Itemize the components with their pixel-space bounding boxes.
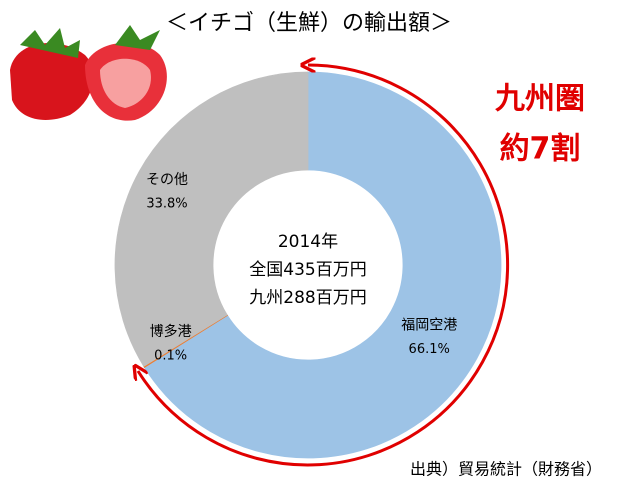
annotation: 約7割 <box>500 132 581 167</box>
slice-label: 福岡空港 <box>401 318 457 334</box>
center-text: 全国435百万円 <box>249 260 366 280</box>
slice-label: 博多港 <box>150 323 192 340</box>
chart-title: ＜イチゴ（生鮮）の輸出額＞ <box>166 11 452 36</box>
center-text: 九州288百万円 <box>249 288 366 308</box>
annotation: 九州圏 <box>495 82 585 117</box>
slice-value-label: 66.1% <box>409 342 450 357</box>
strawberry-illustration <box>10 25 167 121</box>
donut-slice <box>114 71 309 367</box>
center-text: 2014年 <box>278 232 338 252</box>
span-arrow <box>138 65 510 467</box>
source-note: 出典）貿易統計（財務省） <box>410 460 602 479</box>
slice-value-label: 0.1% <box>154 349 187 364</box>
slice-value-label: 33.8% <box>146 196 187 211</box>
slice-label: その他 <box>146 172 188 188</box>
